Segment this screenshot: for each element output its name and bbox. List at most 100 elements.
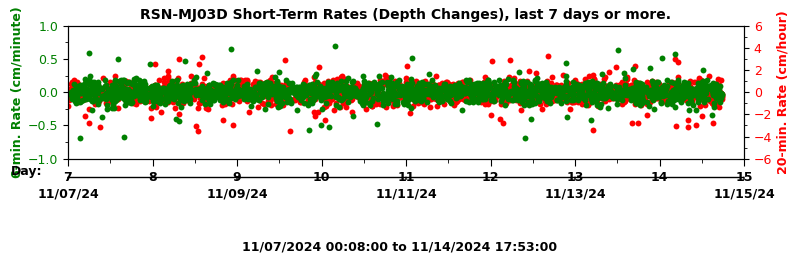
Point: [417, 90, 430, 94]
Point: [678, 84, 690, 88]
Point: [426, 88, 439, 92]
Point: [454, 88, 466, 92]
Point: [523, 97, 536, 101]
Point: [299, 85, 312, 89]
Point: [145, 95, 158, 99]
Point: [215, 84, 228, 88]
Point: [642, 90, 654, 94]
Point: [120, 94, 133, 99]
Point: [372, 86, 385, 90]
Point: [634, 90, 647, 94]
Point: [488, 88, 501, 92]
Point: [533, 95, 546, 99]
Point: [493, 86, 506, 90]
Point: [274, 94, 287, 98]
Point: [440, 80, 453, 84]
Point: [255, 95, 268, 99]
Point: [346, 90, 359, 94]
Point: [605, 94, 618, 98]
Point: [671, 85, 684, 89]
Point: [340, 88, 353, 92]
Point: [518, 96, 530, 100]
Point: [469, 93, 482, 98]
Point: [86, 87, 99, 91]
Point: [149, 83, 162, 88]
Point: [626, 91, 639, 95]
Point: [172, 90, 185, 94]
Point: [566, 93, 579, 98]
Point: [316, 88, 329, 92]
Point: [323, 92, 336, 96]
Point: [91, 83, 104, 87]
Point: [76, 86, 89, 90]
Point: [526, 91, 539, 95]
Point: [378, 97, 391, 101]
Point: [79, 97, 92, 101]
Point: [642, 91, 654, 95]
Point: [211, 83, 224, 87]
Point: [704, 89, 717, 93]
Point: [448, 84, 461, 88]
Point: [190, 93, 202, 98]
Point: [610, 94, 622, 99]
Point: [418, 89, 430, 93]
Point: [191, 129, 204, 133]
Point: [414, 92, 426, 96]
Point: [595, 72, 608, 77]
Point: [678, 80, 690, 84]
Point: [74, 86, 87, 90]
Point: [526, 88, 538, 92]
Point: [161, 90, 174, 94]
Point: [175, 84, 188, 89]
Point: [569, 87, 582, 91]
Point: [175, 93, 188, 97]
Point: [701, 97, 714, 101]
Point: [295, 99, 308, 103]
Point: [228, 94, 241, 98]
Point: [272, 70, 285, 74]
Point: [524, 83, 537, 87]
Point: [378, 80, 391, 84]
Point: [549, 83, 562, 87]
Point: [626, 91, 638, 95]
Point: [310, 87, 323, 91]
Point: [408, 93, 421, 97]
Point: [470, 88, 482, 92]
Point: [241, 89, 254, 93]
Point: [510, 91, 522, 95]
Point: [196, 84, 209, 89]
Point: [382, 82, 394, 86]
Point: [640, 86, 653, 90]
Point: [232, 91, 245, 95]
Point: [373, 81, 386, 85]
Point: [558, 86, 571, 90]
Point: [549, 91, 562, 95]
Point: [240, 91, 253, 95]
Point: [280, 78, 293, 82]
Point: [450, 93, 463, 97]
Point: [536, 91, 549, 95]
Point: [499, 80, 512, 84]
Point: [268, 87, 281, 91]
Point: [214, 95, 226, 99]
Point: [132, 90, 145, 94]
Point: [186, 91, 199, 95]
Point: [254, 80, 266, 84]
Point: [410, 81, 423, 85]
Point: [197, 95, 210, 99]
Point: [147, 91, 160, 95]
Point: [645, 88, 658, 92]
Point: [72, 99, 85, 103]
Point: [364, 103, 377, 108]
Point: [191, 86, 204, 90]
Point: [546, 91, 559, 95]
Point: [250, 96, 263, 100]
Point: [211, 94, 224, 99]
Point: [218, 97, 231, 101]
Point: [86, 89, 99, 93]
Point: [141, 94, 154, 98]
Point: [692, 86, 705, 90]
Point: [566, 94, 578, 98]
Point: [497, 121, 510, 125]
Point: [541, 79, 554, 83]
